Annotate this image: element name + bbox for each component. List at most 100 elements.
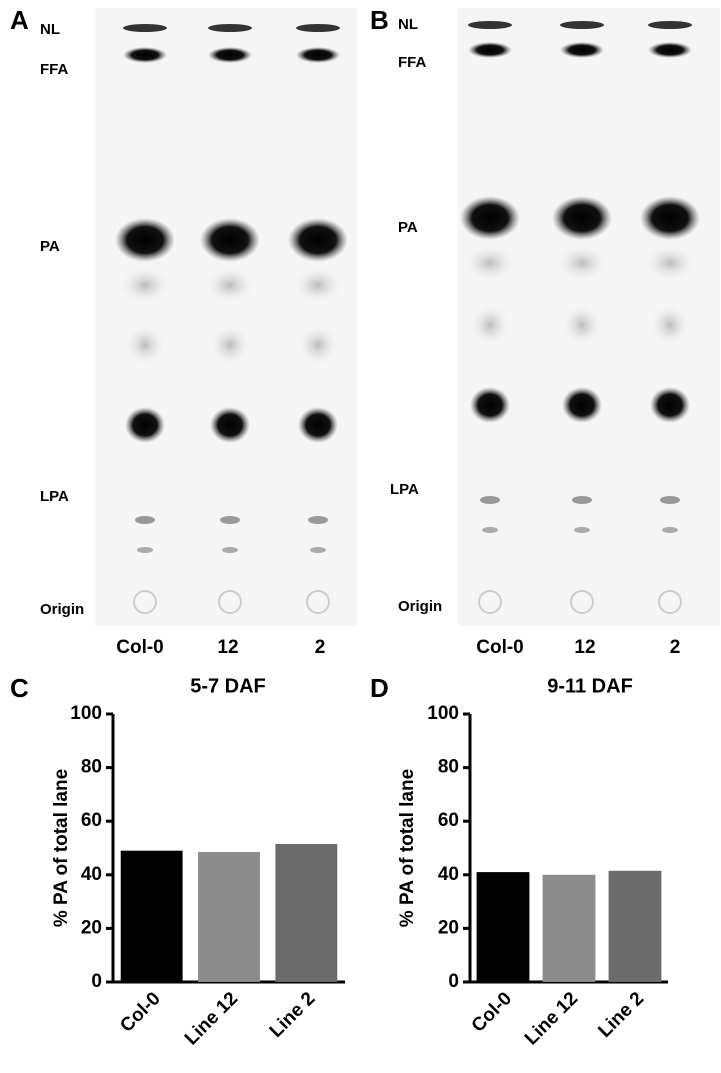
band-label: FFA <box>398 54 426 71</box>
band-label: LPA <box>390 481 419 498</box>
ffa-band <box>123 47 167 63</box>
mid-smear <box>125 325 165 365</box>
pa-spot <box>200 218 260 262</box>
x-tick-label: Col-0 <box>468 988 516 1036</box>
ffa-band <box>560 42 604 58</box>
bar <box>275 843 338 982</box>
nl-band <box>208 24 252 32</box>
pa-smear <box>205 267 255 303</box>
panel-letter: C <box>10 673 29 703</box>
pa-spot <box>115 218 175 262</box>
x-tick-label: Line 2 <box>266 988 320 1042</box>
pa-smear <box>120 267 170 303</box>
minor-spot <box>572 496 592 504</box>
band-label: PA <box>398 219 418 236</box>
minor-spot <box>137 547 153 553</box>
ffa-band <box>648 42 692 58</box>
y-axis-label: % PA of total lane <box>51 769 72 927</box>
minor-spot <box>220 516 240 524</box>
origin-mark <box>133 590 157 614</box>
pa-spot <box>288 218 348 262</box>
band-label: NL <box>398 16 418 33</box>
minor-spot <box>135 516 155 524</box>
band-label: FFA <box>40 61 68 78</box>
lane-label: 12 <box>217 637 238 658</box>
origin-mark <box>306 590 330 614</box>
band-label: PA <box>40 238 60 255</box>
nl-band <box>560 21 604 29</box>
nl-band <box>468 21 512 29</box>
y-tick-label: 40 <box>81 864 102 885</box>
lower-spot <box>298 407 338 443</box>
pa-smear <box>293 267 343 303</box>
plate-a <box>95 8 357 626</box>
bar <box>542 874 596 982</box>
y-tick-label: 60 <box>438 810 459 831</box>
nl-band <box>296 24 340 32</box>
lower-spot <box>650 387 690 423</box>
y-tick-label: 40 <box>438 864 459 885</box>
mid-smear <box>650 305 690 345</box>
y-tick-label: 60 <box>81 810 102 831</box>
minor-spot <box>310 547 326 553</box>
origin-mark <box>478 590 502 614</box>
y-tick-label: 0 <box>91 971 102 992</box>
minor-spot <box>482 527 498 533</box>
panel-letter: A <box>10 5 29 35</box>
origin-mark <box>570 590 594 614</box>
lane-label: 2 <box>670 637 681 658</box>
x-tick-label: Line 2 <box>594 988 648 1042</box>
bar <box>476 872 530 982</box>
ffa-band <box>468 42 512 58</box>
panel-letter: B <box>370 5 389 35</box>
lane-label: Col-0 <box>116 637 164 658</box>
minor-spot <box>480 496 500 504</box>
mid-smear <box>562 305 602 345</box>
tlc-plates <box>95 8 720 626</box>
y-tick-label: 100 <box>427 703 459 724</box>
band-label: Origin <box>398 598 442 615</box>
band-label: LPA <box>40 488 69 505</box>
chart-title: 5-7 DAF <box>190 675 266 697</box>
y-axis-label: % PA of total lane <box>397 769 418 927</box>
pa-spot <box>640 196 700 240</box>
minor-spot <box>662 527 678 533</box>
bar <box>198 852 260 982</box>
bar <box>120 850 183 982</box>
lane-label: 2 <box>315 637 326 658</box>
y-tick-label: 100 <box>70 703 102 724</box>
pa-spot <box>552 196 612 240</box>
bar <box>608 870 662 982</box>
lower-spot <box>210 407 250 443</box>
x-tick-label: Line 12 <box>181 988 242 1049</box>
pa-smear <box>465 245 515 281</box>
ffa-band <box>296 47 340 63</box>
x-tick-label: Line 12 <box>521 988 582 1049</box>
y-tick-label: 80 <box>438 757 459 778</box>
lower-spot <box>562 387 602 423</box>
pa-spot <box>460 196 520 240</box>
lower-spot <box>470 387 510 423</box>
y-tick-label: 20 <box>81 917 102 938</box>
x-tick-label: Col-0 <box>116 988 164 1036</box>
lower-spot <box>125 407 165 443</box>
pa-smear <box>645 245 695 281</box>
mid-smear <box>210 325 250 365</box>
band-label: NL <box>40 21 60 38</box>
lane-label: Col-0 <box>476 637 524 658</box>
ffa-band <box>208 47 252 63</box>
nl-band <box>123 24 167 32</box>
mid-smear <box>298 325 338 365</box>
chart-title: 9-11 DAF <box>547 675 633 697</box>
nl-band <box>648 21 692 29</box>
lane-label: 12 <box>574 637 595 658</box>
origin-mark <box>658 590 682 614</box>
minor-spot <box>222 547 238 553</box>
origin-mark <box>218 590 242 614</box>
pa-smear <box>557 245 607 281</box>
minor-spot <box>308 516 328 524</box>
y-tick-label: 20 <box>438 917 459 938</box>
y-tick-label: 80 <box>81 757 102 778</box>
band-label: Origin <box>40 601 84 618</box>
